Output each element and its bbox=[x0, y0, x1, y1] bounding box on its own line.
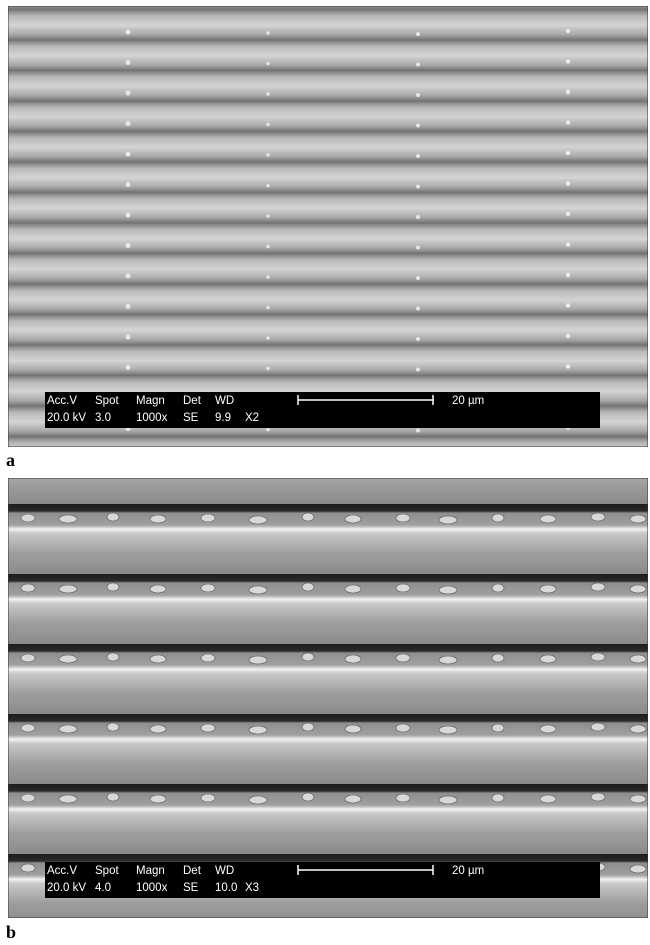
page: Acc.V Spot Magn Det WD 20.0 kV 3.0 1000x SE 9.9 X2… bbox=[0, 0, 650, 945]
info-header: Det bbox=[183, 395, 202, 407]
info-header: Spot bbox=[95, 865, 119, 877]
info-bar bbox=[45, 392, 600, 428]
surface-texture bbox=[8, 6, 648, 447]
info-header: Acc.V bbox=[47, 865, 77, 877]
info-bar bbox=[45, 862, 600, 898]
info-value: X3 bbox=[245, 882, 259, 894]
info-value: 20.0 kV bbox=[47, 412, 86, 424]
info-value: X2 bbox=[245, 412, 259, 424]
info-header: Magn bbox=[136, 865, 165, 877]
info-value: 1000x bbox=[136, 412, 168, 424]
panel-label: b bbox=[6, 922, 16, 943]
info-value: 20.0 kV bbox=[47, 882, 86, 894]
surface-texture bbox=[8, 478, 648, 918]
info-value: 9.9 bbox=[215, 412, 231, 424]
info-header: Det bbox=[183, 865, 202, 877]
info-value: 1000x bbox=[136, 882, 168, 894]
info-header: Spot bbox=[95, 395, 119, 407]
scale-label: 20 µm bbox=[452, 395, 484, 407]
info-value: 4.0 bbox=[95, 882, 111, 894]
info-header: WD bbox=[215, 395, 234, 407]
info-value: 10.0 bbox=[215, 882, 237, 894]
info-value: SE bbox=[183, 882, 199, 894]
scale-label: 20 µm bbox=[452, 865, 484, 877]
info-header: Acc.V bbox=[47, 395, 77, 407]
info-value: SE bbox=[183, 412, 199, 424]
panel-label: a bbox=[6, 450, 15, 471]
info-header: Magn bbox=[136, 395, 165, 407]
info-value: 3.0 bbox=[95, 412, 111, 424]
micrograph-b: Acc.V Spot Magn Det WD 20.0 kV 4.0 1000x SE 10.0 X… bbox=[8, 478, 648, 918]
info-header: WD bbox=[215, 865, 234, 877]
micrograph-a: Acc.V Spot Magn Det WD 20.0 kV 3.0 1000x SE 9.9 X2… bbox=[8, 6, 648, 447]
